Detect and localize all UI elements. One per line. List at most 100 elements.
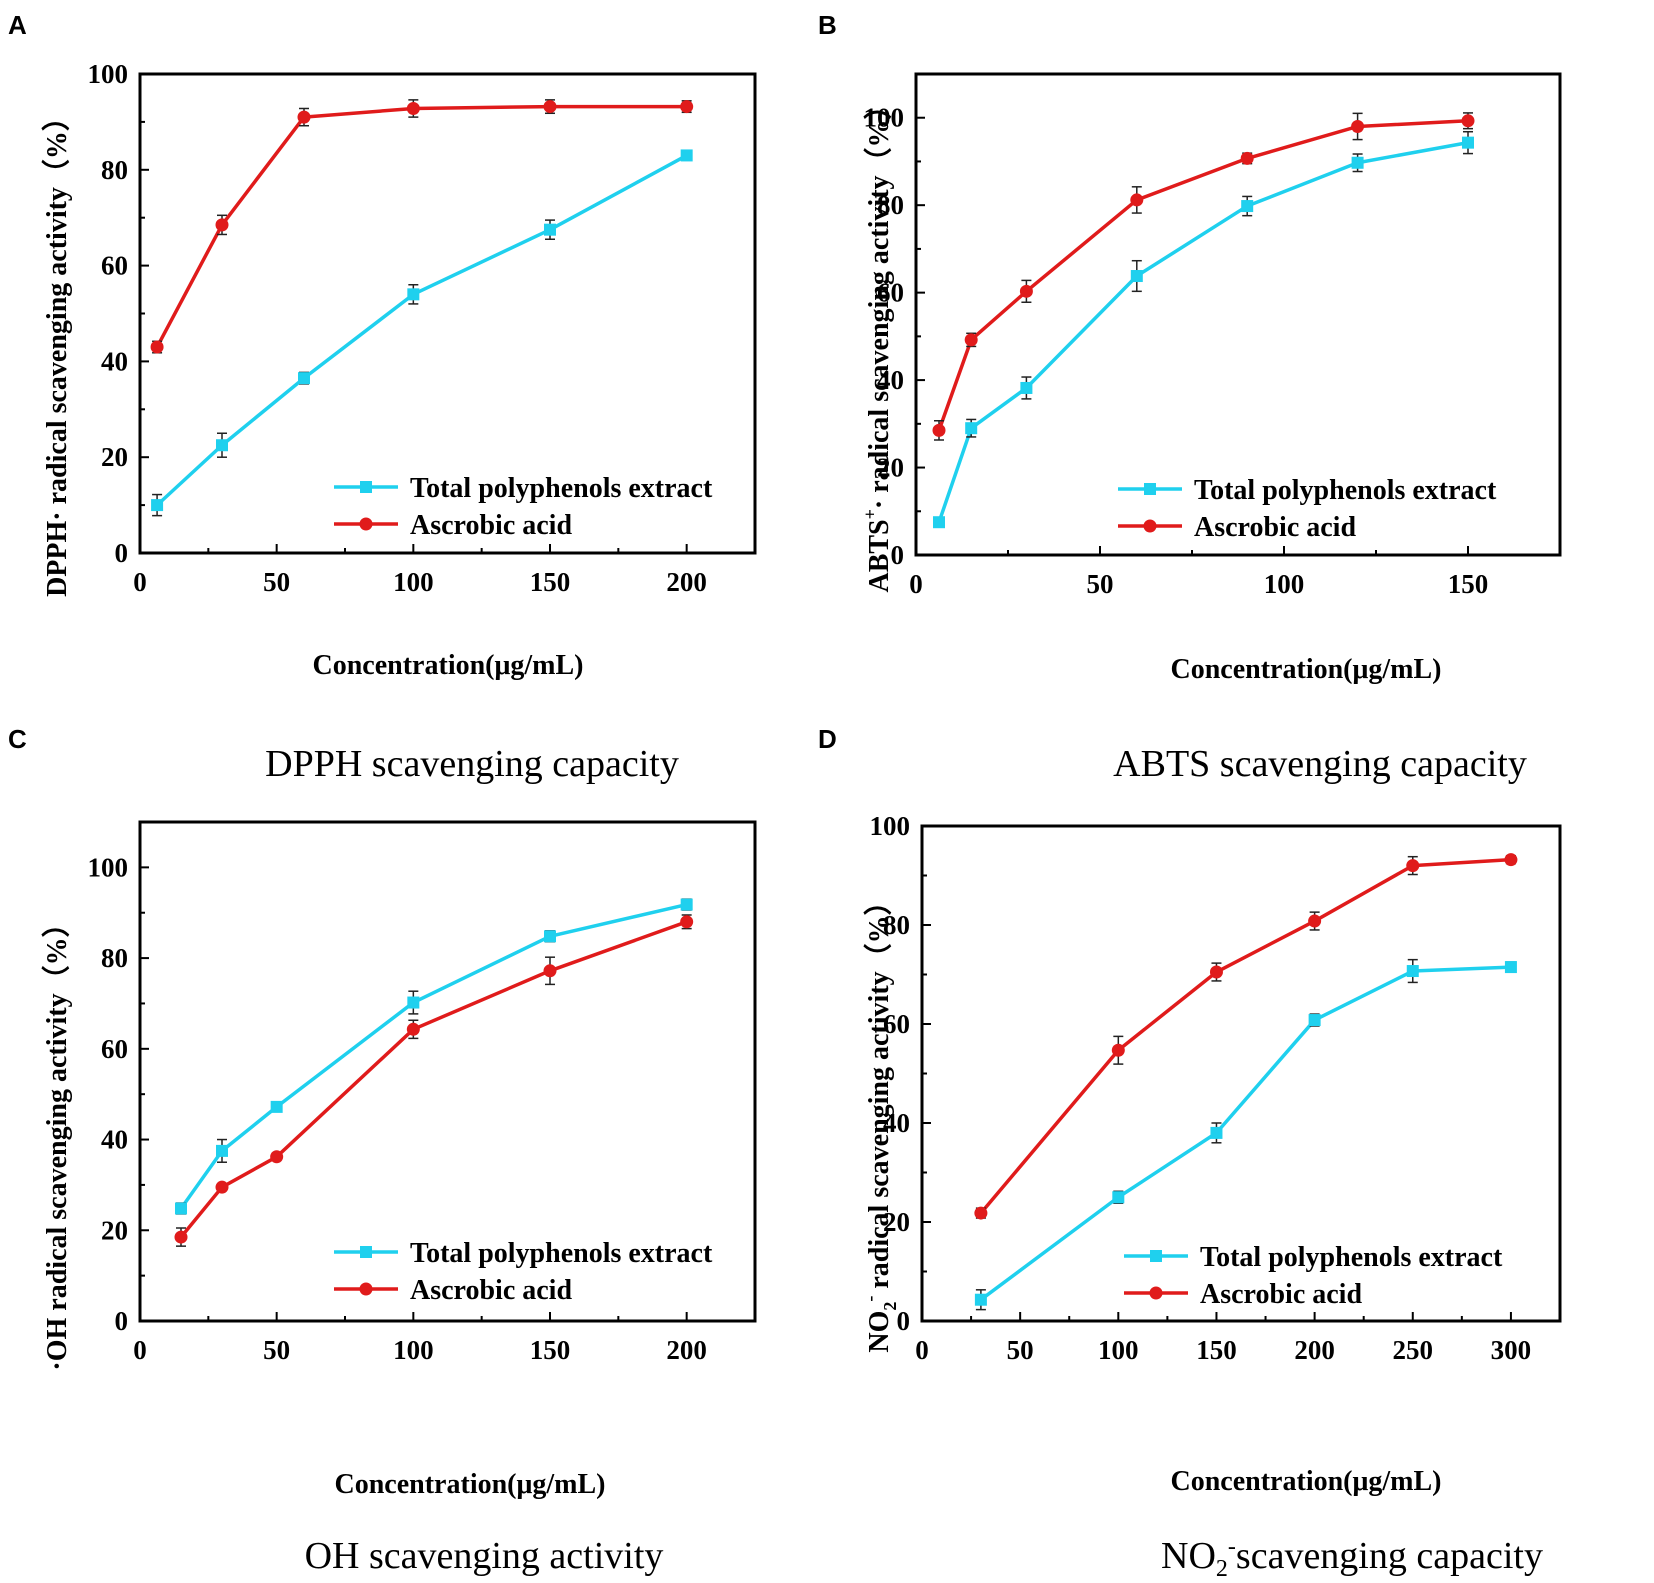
data-point-extract	[680, 898, 693, 911]
data-point-ascorbic	[1111, 1043, 1125, 1057]
series-line-ascorbic	[979, 857, 1512, 1215]
series-line-ascorbic	[155, 104, 687, 348]
legend-label-extract: Total polyphenols extract	[410, 1238, 713, 1269]
y-axis-title-b: ABTS+· radical scavenging activity（%）	[860, 91, 895, 592]
y-tick-label: 40	[877, 365, 904, 395]
x-axis-title-a: Concentration(μg/mL)	[313, 650, 584, 681]
data-point-extract	[407, 996, 420, 1009]
data-point-extract	[216, 439, 228, 452]
data-point-extract	[1241, 200, 1254, 213]
data-point-ascorbic	[406, 1022, 420, 1036]
data-point-extract	[270, 1100, 283, 1113]
x-tick-label: 50	[1087, 569, 1114, 599]
legend-label-ascorbic: Ascrobic acid	[1200, 1279, 1362, 1310]
y-tick-label: 80	[101, 943, 128, 973]
data-point-extract	[965, 422, 978, 435]
legend-label-ascorbic: Ascrobic acid	[410, 1275, 572, 1306]
x-tick-label: 0	[133, 1335, 147, 1365]
y-tick-label: 40	[883, 1108, 910, 1138]
chart-panel-b: B 0 50 100 150 0 20 40 60 80 100 Total polyphenols…	[818, 10, 1562, 785]
y-tick-label: 0	[891, 540, 905, 570]
legend-marker-extract	[360, 481, 372, 493]
y-tick-label: 100	[88, 59, 129, 89]
data-point-ascorbic	[1019, 284, 1033, 298]
x-tick-label: 0	[133, 567, 147, 597]
y-tick-label: 80	[101, 155, 128, 185]
y-tick-label: 20	[883, 1207, 910, 1237]
data-point-extract	[216, 1144, 228, 1157]
y-tick-label: 0	[115, 538, 129, 568]
y-tick-label: 100	[88, 852, 129, 882]
legend-label-extract: Total polyphenols extract	[410, 473, 713, 504]
data-point-ascorbic	[1209, 965, 1223, 979]
y-axis-title-d-sup: -	[860, 1296, 880, 1302]
data-point-extract	[1112, 1191, 1125, 1204]
legend-marker-extract	[1144, 483, 1156, 495]
y-axis-title-a: DPPH· radical scavenging activity（%）	[40, 103, 73, 597]
y-axis-title-b-rest: · radical scavenging activity（%）	[862, 91, 895, 509]
y-tick-label: 60	[883, 1009, 910, 1039]
data-point-ascorbic	[1461, 114, 1475, 128]
y-tick-label: 20	[877, 453, 904, 483]
x-tick-label: 100	[1098, 1335, 1139, 1365]
y-tick-label: 80	[883, 910, 910, 940]
x-tick-label: 150	[530, 567, 571, 597]
data-point-ascorbic	[543, 100, 557, 114]
data-point-ascorbic	[270, 1150, 284, 1164]
data-point-extract	[151, 499, 164, 512]
x-axis-title-c: Concentration(μg/mL)	[335, 1469, 606, 1500]
data-point-ascorbic	[964, 333, 978, 347]
caption-d-rest: scavenging capacity	[1236, 1535, 1543, 1577]
chart-panel-a: A 0 50 100 150 200 0 20 40 60 80 100 Total polyphen…	[8, 10, 757, 785]
x-tick-label: 250	[1393, 1335, 1434, 1365]
x-tick-label: 150	[1448, 569, 1489, 599]
caption-a: DPPH scavenging capacity	[265, 743, 679, 785]
data-point-extract	[544, 930, 556, 943]
x-tick-label: 300	[1491, 1335, 1532, 1365]
data-point-ascorbic	[680, 100, 694, 114]
x-tick-label: 50	[1007, 1335, 1034, 1365]
x-tick-label: 200	[666, 1335, 707, 1365]
panel-letter-b: B	[818, 10, 837, 40]
chart-panel-d: D 0 50 100 150 200 250 300 0 20 40 60 80 100 Total po…	[818, 724, 1562, 1582]
panel-letter-c: C	[8, 724, 27, 754]
data-point-extract	[1308, 1014, 1321, 1027]
y-tick-label: 40	[101, 346, 128, 376]
data-point-ascorbic	[1308, 914, 1322, 928]
x-axis-title-d: Concentration(μg/mL)	[1171, 1466, 1442, 1497]
y-axis-title-d: NO2- radical scavenging activity（%）	[860, 887, 900, 1352]
data-point-ascorbic	[932, 423, 946, 437]
series-line-ascorbic	[937, 119, 1469, 431]
x-tick-label: 50	[263, 1335, 290, 1365]
legend-label-extract: Total polyphenols extract	[1194, 475, 1497, 506]
data-point-ascorbic	[680, 915, 694, 929]
plot-area-a: 0 50 100 150 200 0 20 40 60 80 100 Total polyphenol…	[88, 59, 757, 597]
legend-marker-ascorbic	[359, 1282, 373, 1296]
x-axis-title-b: Concentration(μg/mL)	[1171, 654, 1442, 685]
y-axis-title-b-sup: +	[860, 509, 880, 519]
y-axis-title-d-sub: 2	[880, 1302, 900, 1311]
data-point-extract	[680, 149, 693, 162]
caption-d-sub: 2	[1216, 1556, 1228, 1582]
data-point-extract	[175, 1202, 187, 1215]
data-point-ascorbic	[974, 1206, 988, 1220]
x-tick-label: 200	[666, 567, 707, 597]
series-line-extract	[179, 902, 688, 1210]
data-point-extract	[1351, 156, 1364, 169]
legend-marker-ascorbic	[1143, 519, 1157, 533]
y-tick-label: 80	[877, 190, 904, 220]
legend-marker-ascorbic	[359, 517, 373, 531]
x-tick-label: 100	[1264, 569, 1305, 599]
plot-area-b: 0 50 100 150 0 20 40 60 80 100 Total polyphenols e…	[864, 72, 1562, 599]
data-point-ascorbic	[215, 1180, 229, 1194]
caption-d: NO2-scavenging capacity	[1161, 1534, 1543, 1582]
panel-letter-d: D	[818, 724, 837, 754]
y-tick-label: 60	[101, 1034, 128, 1064]
x-tick-label: 150	[530, 1335, 571, 1365]
data-point-ascorbic	[174, 1230, 188, 1244]
data-point-extract	[1020, 381, 1033, 394]
legend-label-ascorbic: Ascrobic acid	[410, 510, 572, 541]
panel-letter-a: A	[8, 10, 27, 40]
data-point-extract	[298, 372, 310, 385]
data-point-extract	[1504, 961, 1517, 974]
